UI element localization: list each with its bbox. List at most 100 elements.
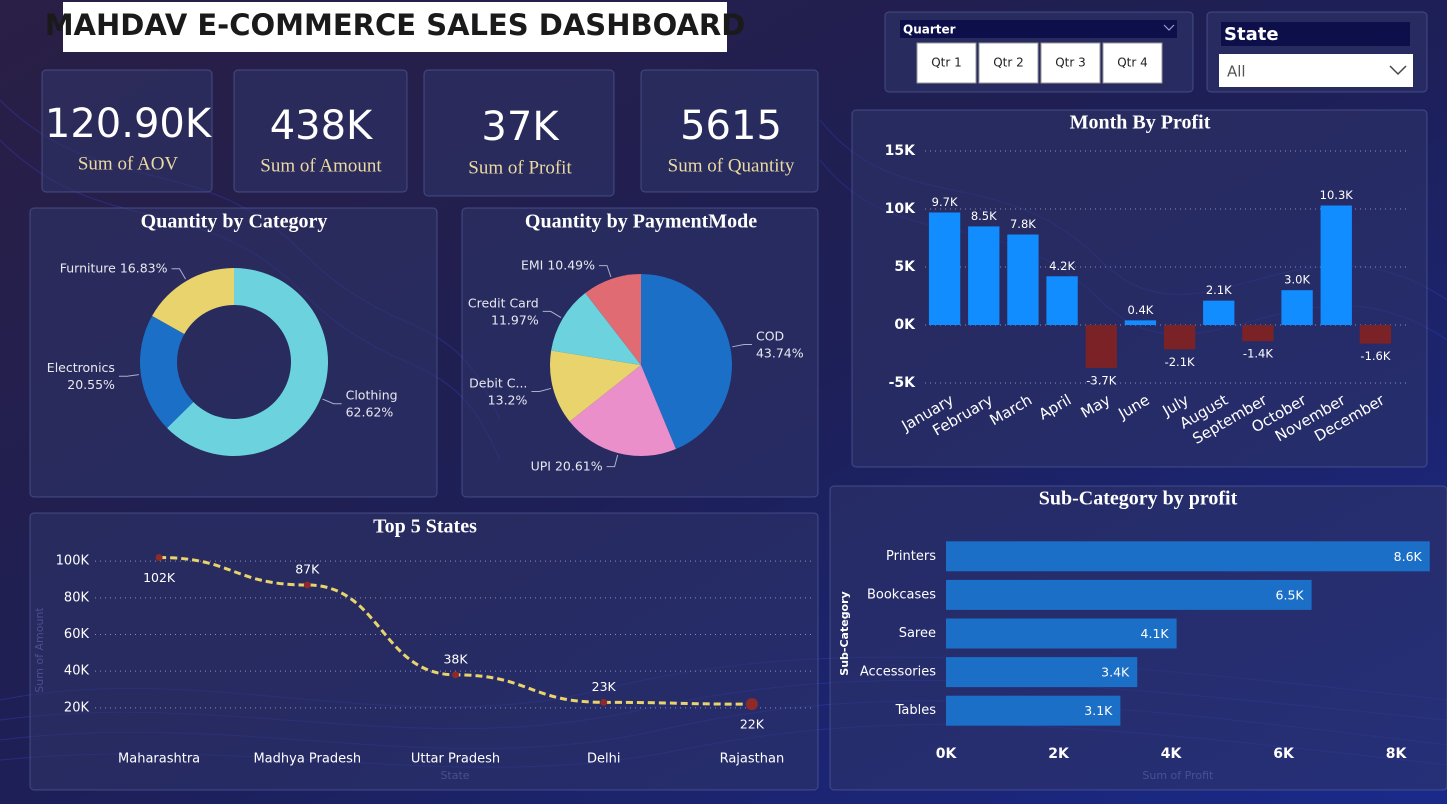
chart-title: Sub-Category by profit xyxy=(1039,488,1238,510)
pie-slice xyxy=(641,274,732,450)
y-tick-label: 80K xyxy=(64,590,90,605)
value-label: 3.1K xyxy=(1084,703,1113,718)
x-tick-label: Maharashtra xyxy=(118,752,200,767)
slice-value: 20.55% xyxy=(67,377,115,392)
chevron xyxy=(1389,65,1407,76)
slicer-button[interactable] xyxy=(978,42,1039,84)
kpi-label: Sum of Quantity xyxy=(668,155,795,176)
chart-title: Month By Profit xyxy=(1070,112,1211,134)
bar xyxy=(1124,320,1157,325)
value-label: 38K xyxy=(443,651,468,666)
kpi-card xyxy=(640,69,819,193)
leader-line xyxy=(322,398,342,405)
slice-value: 20.61% xyxy=(555,458,603,473)
value-label: 0.4K xyxy=(1127,303,1153,317)
marker xyxy=(155,554,163,561)
bar xyxy=(946,618,1177,649)
kpi-label: Sum of Amount xyxy=(260,155,382,176)
marker xyxy=(452,671,459,679)
x-axis-title: Sum of Profit xyxy=(1142,769,1214,782)
value-label: -1.6K xyxy=(1360,349,1390,363)
slice-category: Credit Card xyxy=(468,295,539,310)
slicer-button-label[interactable]: Qtr 4 xyxy=(1117,56,1148,70)
line xyxy=(159,556,752,706)
slice-value: 11.97% xyxy=(491,312,539,327)
leader-line xyxy=(171,268,187,280)
slicer-button-label[interactable]: Qtr 1 xyxy=(931,56,962,70)
chart-panel xyxy=(851,109,1428,468)
value-label: 4.2K xyxy=(1049,259,1075,273)
dropdown-value[interactable]: All xyxy=(1227,63,1246,81)
bar xyxy=(946,657,1138,688)
slicer-title: Quarter xyxy=(903,23,956,37)
dashboard-title: MAHDAV E-COMMERCE SALES DASHBOARD xyxy=(45,8,746,42)
x-tick-label: Madhya Pradesh xyxy=(253,752,361,767)
slice-label: EMI 10.49% xyxy=(521,257,595,272)
slice-value: 16.83% xyxy=(120,260,168,275)
leader-line xyxy=(732,343,752,348)
slice-label: Clothing 62.62% xyxy=(346,387,398,419)
marker xyxy=(303,581,311,589)
chart-panel xyxy=(29,207,438,498)
y-tick-label: Printers xyxy=(886,549,936,564)
y-tick-label: 40K xyxy=(64,664,90,679)
slicer-button-label[interactable]: Qtr 2 xyxy=(993,56,1024,70)
kpi-value: 5615 xyxy=(680,103,782,149)
slice-label: UPI 20.61% xyxy=(531,458,603,473)
slicer-options: Qtr 1 Qtr 2 Qtr 3 Qtr 4 xyxy=(916,42,1163,84)
leader-line xyxy=(606,454,619,468)
slicer-button[interactable] xyxy=(1040,42,1101,84)
value-label: 22K xyxy=(740,717,765,732)
x-tick-label: 6K xyxy=(1273,746,1295,762)
slice-value: 62.62% xyxy=(346,404,394,419)
title-box xyxy=(63,2,727,52)
y-axis-title: Sub-Category xyxy=(838,591,851,675)
x-tick-label: Uttar Pradesh xyxy=(411,752,500,767)
bar xyxy=(1281,290,1313,325)
y-tick-label: 0K xyxy=(894,317,916,333)
slicer-button[interactable] xyxy=(1102,42,1163,84)
pie-slice xyxy=(551,293,641,365)
value-label: 87K xyxy=(295,562,320,577)
donut-slice xyxy=(167,268,328,456)
leader-line xyxy=(542,310,562,318)
pie-slice xyxy=(569,365,676,456)
y-axis-title: Sum of Amount xyxy=(33,607,46,693)
bar xyxy=(1203,300,1235,325)
slicer-button[interactable] xyxy=(916,42,977,84)
value-label: 3.4K xyxy=(1101,665,1130,680)
slice-label: Debit C... 13.2% xyxy=(469,375,527,407)
slice-category: Debit C... xyxy=(469,375,527,390)
y-tick-label: 10K xyxy=(885,201,916,217)
pie-slice xyxy=(550,350,641,422)
slicer-title: State xyxy=(1224,24,1279,45)
value-label: 4.1K xyxy=(1141,626,1170,641)
y-tick-label: 20K xyxy=(64,700,90,715)
value-label: 2.1K xyxy=(1206,283,1232,297)
value-label: 10.3K xyxy=(1320,188,1354,202)
y-tick-label: Saree xyxy=(899,626,936,641)
x-tick-label: 0K xyxy=(936,746,958,762)
y-tick-label: -5K xyxy=(889,375,917,391)
kpi-label: Sum of Profit xyxy=(468,157,572,178)
value-label: 102K xyxy=(143,570,176,585)
pie-slice xyxy=(585,274,641,365)
slice-category: EMI xyxy=(521,257,543,272)
kpi-label: Sum of AOV xyxy=(78,153,179,174)
slicer-header xyxy=(900,20,1177,38)
value-label: -1.4K xyxy=(1243,347,1273,361)
value-label: 3.0K xyxy=(1284,273,1310,287)
bar xyxy=(1007,234,1039,325)
slice-label: Furniture 16.83% xyxy=(60,260,168,275)
bar xyxy=(1320,205,1352,325)
chart-title: Top 5 States xyxy=(373,516,477,538)
x-axis-title: State xyxy=(440,769,469,782)
y-tick-label: 15K xyxy=(885,143,916,159)
slice-category: Electronics xyxy=(47,360,115,375)
slicer-button-label[interactable]: Qtr 3 xyxy=(1055,56,1086,70)
slice-label: COD 43.74% xyxy=(756,328,804,360)
value-label: 8.6K xyxy=(1394,549,1423,564)
dropdown[interactable] xyxy=(1219,54,1413,87)
value-label: 23K xyxy=(592,679,617,694)
